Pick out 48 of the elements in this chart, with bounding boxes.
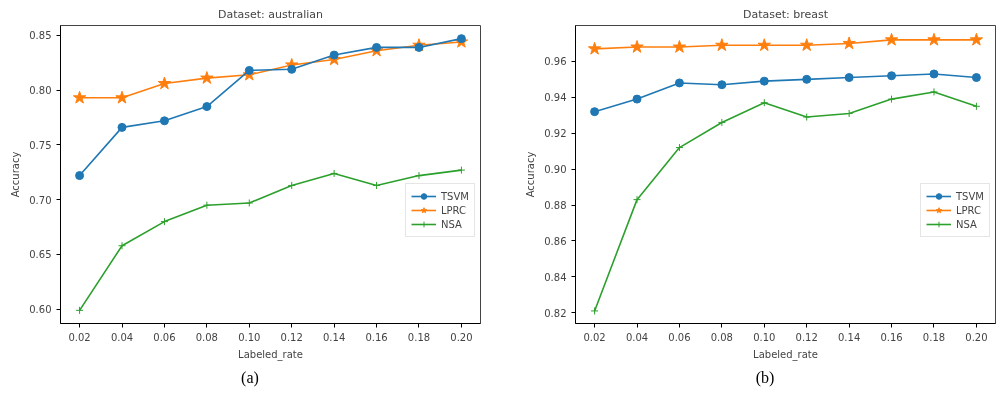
legend-label: TSVM (441, 189, 469, 203)
text: (a) (241, 368, 259, 389)
x-axis-title: Labeled_rate (753, 348, 818, 361)
x-tick-label: 0.20 (965, 331, 988, 343)
text: (b) (755, 368, 775, 389)
x-tick-label: 0.02 (583, 331, 606, 343)
x-tick-label: 0.02 (68, 331, 91, 343)
y-tick-label: 0.92 (544, 128, 567, 140)
chart-title: Dataset: breast (742, 7, 829, 21)
legend-label: LPRC (441, 203, 467, 217)
x-tick-label: 0.16 (880, 331, 903, 343)
x-tick-label: 0.08 (710, 331, 733, 343)
x-tick-label: 0.04 (625, 331, 649, 343)
x-tick-label: 0.18 (407, 331, 431, 343)
x-tick-label: 0.06 (153, 331, 176, 343)
chart-title: Dataset: australian (217, 7, 324, 21)
x-tick-label: 0.06 (668, 331, 691, 343)
x-tick-label: 0.18 (922, 331, 946, 343)
legend-label: TSVM (956, 189, 984, 203)
legend-label: NSA (956, 217, 977, 231)
x-tick-label: 0.12 (795, 331, 818, 343)
y-tick-label: 0.82 (544, 307, 567, 319)
y-axis-title: Accuracy (10, 151, 22, 198)
legend-label: NSA (441, 217, 462, 231)
x-tick-label: 0.12 (280, 331, 303, 343)
y-tick-label: 0.85 (29, 30, 52, 42)
y-tick-label: 0.60 (29, 304, 52, 316)
y-tick-label: 0.94 (544, 92, 567, 104)
x-tick-label: 0.14 (323, 331, 346, 343)
x-tick-label: 0.10 (238, 331, 261, 343)
y-tick-label: 0.90 (544, 164, 567, 176)
x-tick-label: 0.08 (195, 331, 218, 343)
x-tick-label: 0.16 (365, 331, 388, 343)
y-axis-title: Accuracy (525, 151, 537, 198)
legend-label: LPRC (956, 203, 982, 217)
y-tick-label: 0.84 (544, 271, 567, 283)
y-tick-label: 0.96 (544, 56, 567, 68)
y-tick-label: 0.88 (544, 200, 567, 212)
x-tick-label: 0.14 (838, 331, 861, 343)
y-tick-label: 0.65 (29, 249, 52, 261)
y-tick-label: 0.86 (544, 235, 567, 247)
x-axis-title: Labeled_rate (238, 348, 303, 361)
x-tick-label: 0.20 (450, 331, 473, 343)
x-tick-label: 0.10 (753, 331, 776, 343)
x-tick-label: 0.04 (110, 331, 134, 343)
y-tick-label: 0.80 (29, 85, 52, 97)
y-tick-label: 0.70 (29, 194, 52, 206)
y-tick-label: 0.75 (29, 139, 52, 151)
